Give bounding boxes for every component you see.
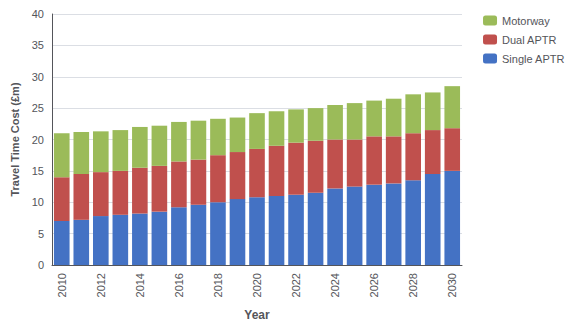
svg-text:5: 5: [38, 228, 44, 240]
svg-text:40: 40: [32, 8, 44, 20]
svg-text:Year: Year: [244, 308, 270, 322]
svg-text:2028: 2028: [407, 273, 419, 297]
svg-text:25: 25: [32, 102, 44, 114]
svg-text:2026: 2026: [368, 273, 380, 297]
svg-text:Motorway: Motorway: [502, 15, 550, 27]
svg-text:10: 10: [32, 196, 44, 208]
svg-text:2020: 2020: [251, 273, 263, 297]
svg-text:Single APTR: Single APTR: [502, 53, 564, 65]
svg-text:Dual APTR: Dual APTR: [502, 34, 556, 46]
svg-text:2022: 2022: [290, 273, 302, 297]
svg-text:2024: 2024: [329, 273, 341, 297]
svg-text:20: 20: [32, 134, 44, 146]
svg-text:2018: 2018: [212, 273, 224, 297]
svg-text:2012: 2012: [95, 273, 107, 297]
svg-text:2010: 2010: [56, 273, 68, 297]
svg-text:15: 15: [32, 165, 44, 177]
svg-text:30: 30: [32, 71, 44, 83]
svg-text:Travel Time Cost (£m): Travel Time Cost (£m): [9, 82, 21, 196]
svg-text:35: 35: [32, 39, 44, 51]
svg-text:2014: 2014: [134, 273, 146, 297]
svg-text:0: 0: [38, 259, 44, 271]
svg-text:2030: 2030: [446, 273, 458, 297]
svg-text:2016: 2016: [173, 273, 185, 297]
